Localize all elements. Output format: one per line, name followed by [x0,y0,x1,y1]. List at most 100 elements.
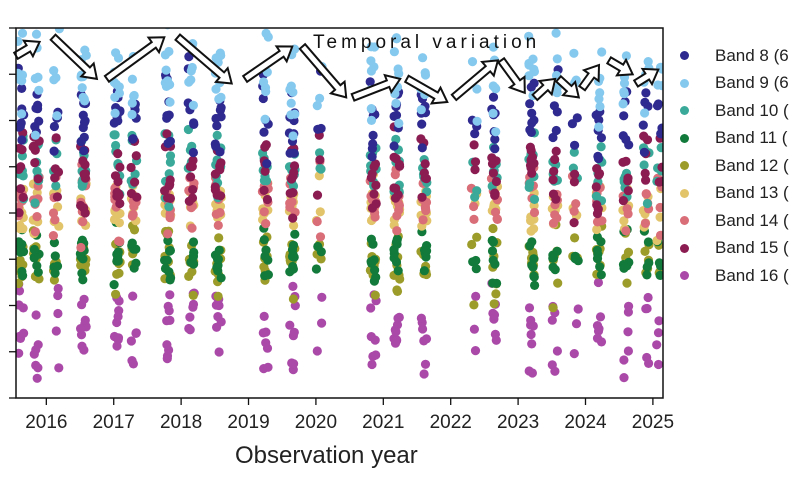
data-point [163,236,173,246]
data-point [416,134,426,144]
data-point [16,223,25,234]
data-point [528,321,538,331]
data-point [16,36,23,46]
data-point [393,266,403,276]
data-point [366,234,376,244]
data-point [80,169,90,179]
data-point [49,146,59,156]
legend-item: Band 15 ( [676,235,789,263]
data-point [488,168,498,178]
data-point [471,291,481,301]
data-point [592,232,603,242]
data-point [18,192,28,202]
data-point [214,347,224,357]
data-point [368,130,378,140]
data-point [623,307,634,317]
data-point [216,317,226,327]
data-point [552,213,562,223]
data-point [548,262,558,272]
data-point [591,191,602,201]
data-point [369,162,379,172]
data-point [76,242,86,253]
data-point [54,28,64,34]
data-point [525,99,535,109]
data-point [165,157,175,167]
data-point [641,88,651,98]
data-point [261,140,271,150]
data-point [366,104,376,114]
data-point [654,316,663,326]
data-point [312,101,322,111]
legend-label: Band 11 ( [715,128,788,148]
data-point [623,209,633,219]
data-point [127,211,137,221]
data-point [395,161,405,171]
data-point [420,68,430,78]
data-point [551,194,561,204]
data-point [619,111,629,121]
data-point [113,149,123,159]
data-point [527,118,537,128]
x-axis: 2016 2017 2018 2019 2020 2021 2022 2023 2024 2025 [25,398,674,433]
legend-item: Band 12 ( [676,152,789,180]
data-point [529,78,539,88]
data-point [165,246,175,256]
data-point [656,129,663,139]
data-point [524,182,534,192]
data-point [112,341,122,351]
data-point [392,286,403,296]
data-point [469,300,479,310]
data-point [109,280,119,290]
legend-item: Band 10 ( [676,97,789,125]
data-point [53,308,63,319]
data-point [527,237,537,247]
data-point [624,140,634,150]
data-point [527,108,537,118]
data-point [550,366,560,376]
data-point [368,139,378,149]
data-point [188,299,199,309]
data-point [317,318,327,328]
data-point [33,72,43,82]
data-point [263,270,273,280]
data-point [259,207,269,217]
data-point [490,259,500,269]
data-point [618,131,628,141]
data-point [33,267,43,277]
data-point [51,181,61,191]
data-point [52,192,63,202]
data-point [489,310,500,320]
data-point [549,166,559,176]
data-point [640,218,651,228]
data-point [470,129,480,139]
data-point [317,292,327,302]
data-point [569,349,579,359]
data-point [315,93,325,103]
data-point [642,352,652,363]
data-point [552,107,562,117]
annotation-temporal-variation: Temporal variation [313,32,540,53]
trend-arrow-icon [496,56,526,95]
trend-arrow-icon [174,33,234,85]
data-point [32,212,42,222]
data-point [19,328,29,338]
data-point [163,229,173,239]
data-point [569,147,579,157]
data-point [261,338,271,348]
data-point [416,105,426,115]
data-point [652,340,662,350]
legend-marker-icon [680,133,689,143]
data-point [18,171,28,181]
data-point [492,214,502,224]
data-point [592,245,602,255]
data-point [288,171,298,181]
data-point [16,162,26,172]
data-point [524,60,534,70]
data-point [389,253,399,263]
data-point [389,141,399,151]
data-point [16,184,26,194]
data-point [569,177,580,187]
data-point [570,233,580,243]
data-point [115,237,125,247]
data-point [162,129,172,139]
